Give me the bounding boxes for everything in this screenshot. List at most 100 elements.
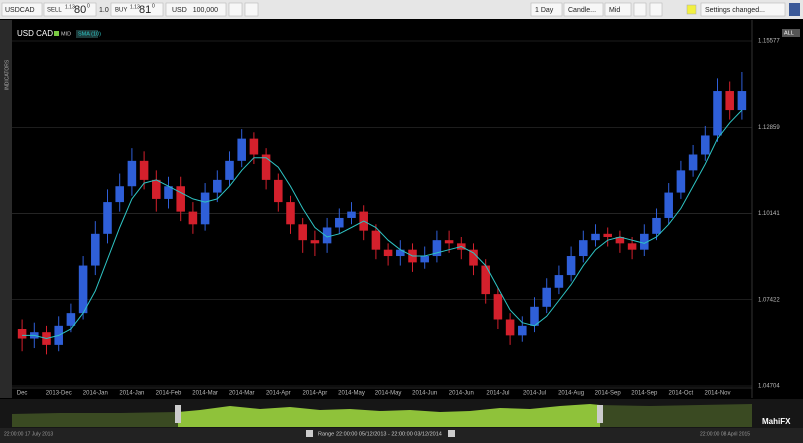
candle-body [444,240,454,244]
x-tick-label: 2014-Sep [631,391,658,397]
x-tick-label: 2014-Mar [229,391,255,397]
symbol-select[interactable] [1,2,43,17]
x-tick-label: 2014-Nov [704,391,730,397]
x-tick-label: 2014-Jan [83,391,108,397]
candle-body [737,91,747,111]
x-tick-label: 2014-Sep [595,391,622,397]
candle-body [469,249,478,266]
sell-pips: 80 [74,4,86,16]
candle-body [530,306,539,326]
candle-body [176,186,185,212]
buy-label: BUY [115,8,127,14]
tool-button[interactable] [649,2,663,17]
alert-button[interactable] [244,2,259,17]
zoom-label: ALL [784,30,794,36]
candle-body [261,154,271,180]
buy-button[interactable] [110,2,164,17]
buy-big: 1.13 [130,4,140,10]
candle-body [640,233,649,250]
price-type: Mid [609,7,620,14]
color-button[interactable] [686,4,697,15]
candle-body [518,325,527,336]
interval-select[interactable] [530,2,563,17]
amount: 100,000 [193,7,218,14]
candle-body [213,179,222,193]
range-handle[interactable] [175,405,181,423]
candle-body [225,160,234,180]
candle-body [383,249,393,257]
sell-button[interactable] [43,2,97,17]
chart-title: USD CAD [17,29,53,38]
candle-body [603,233,612,237]
range-label: Range [318,431,334,437]
y-tick-label: 1.04704 [758,384,780,390]
candle-body [188,211,198,225]
x-tick-label: 2013-Dec [46,391,72,397]
candle-body [566,256,576,276]
candle-body [115,186,124,203]
nav-right[interactable] [448,430,455,437]
range: 22:00:00 05/12/2013 - 22:00:00 03/12/201… [336,431,442,437]
x-tick-label: 2014-Apr [266,391,291,397]
x-tick-label: Dec [17,391,28,397]
price-label: MID [61,31,71,37]
plot-area: 1.04704 1.07422 1.10141 1.12859 1.15577 Dec 20… [12,39,780,397]
candle-body [627,243,637,250]
candle-body [237,138,246,161]
candle-body [579,240,588,257]
nav-left[interactable] [306,430,313,437]
chart-style: Candle... [568,7,596,14]
candle-body [152,179,161,199]
candle-body [103,202,112,234]
candle-body [371,230,381,250]
status-bar [0,428,803,443]
navigator-area-outside [12,404,752,427]
candle-body [725,91,734,111]
x-tick-label: 2014-May [375,391,402,397]
facebook-button[interactable] [789,3,800,16]
x-tick-label: 2014-Aug [558,391,584,397]
sma-legend: SMA (10) [78,31,101,37]
x-tick-label: 2014-Apr [303,391,328,397]
settings: Settings changed... [705,7,765,14]
currency: USD [172,7,187,14]
buy-pips: 81 [139,4,151,16]
navigator-area [178,404,600,427]
y-tick-label: 1.15577 [758,39,780,45]
interval: 1 Day [535,7,554,14]
candle-body [701,135,710,155]
candle-body [432,240,442,257]
candle-body [17,329,27,339]
y-tick-label: 1.07422 [758,297,780,303]
cart-button[interactable] [228,2,243,17]
candle-body [615,236,625,244]
nav-end: 22:00:00 08 April 2015 [700,431,750,437]
zoom-button[interactable] [782,29,800,37]
price-type-select[interactable] [604,2,632,17]
tool-button[interactable] [633,2,647,17]
candle-body [310,240,320,244]
candle-body [554,275,564,288]
candle-body [78,265,88,314]
candle-body [91,233,100,266]
sma-badge[interactable] [76,30,98,38]
candle-body [542,287,551,307]
candle-body [347,211,356,218]
style-select[interactable] [563,2,604,17]
candle-body [493,294,503,320]
x-tick-label: 2014-Jul [486,391,509,397]
mid-swatch [54,31,59,36]
candle-body [652,217,661,234]
sell-big: 1.13 [65,4,75,10]
candle-body [420,256,429,263]
range-handle[interactable] [597,405,603,423]
side-tab[interactable] [0,20,12,398]
brand: MahiFX [762,417,791,426]
settings-select[interactable] [700,2,786,17]
size: 1.0 [99,7,109,14]
amount-input[interactable] [165,2,227,17]
candle-body [66,313,76,326]
candle-body [164,186,173,199]
